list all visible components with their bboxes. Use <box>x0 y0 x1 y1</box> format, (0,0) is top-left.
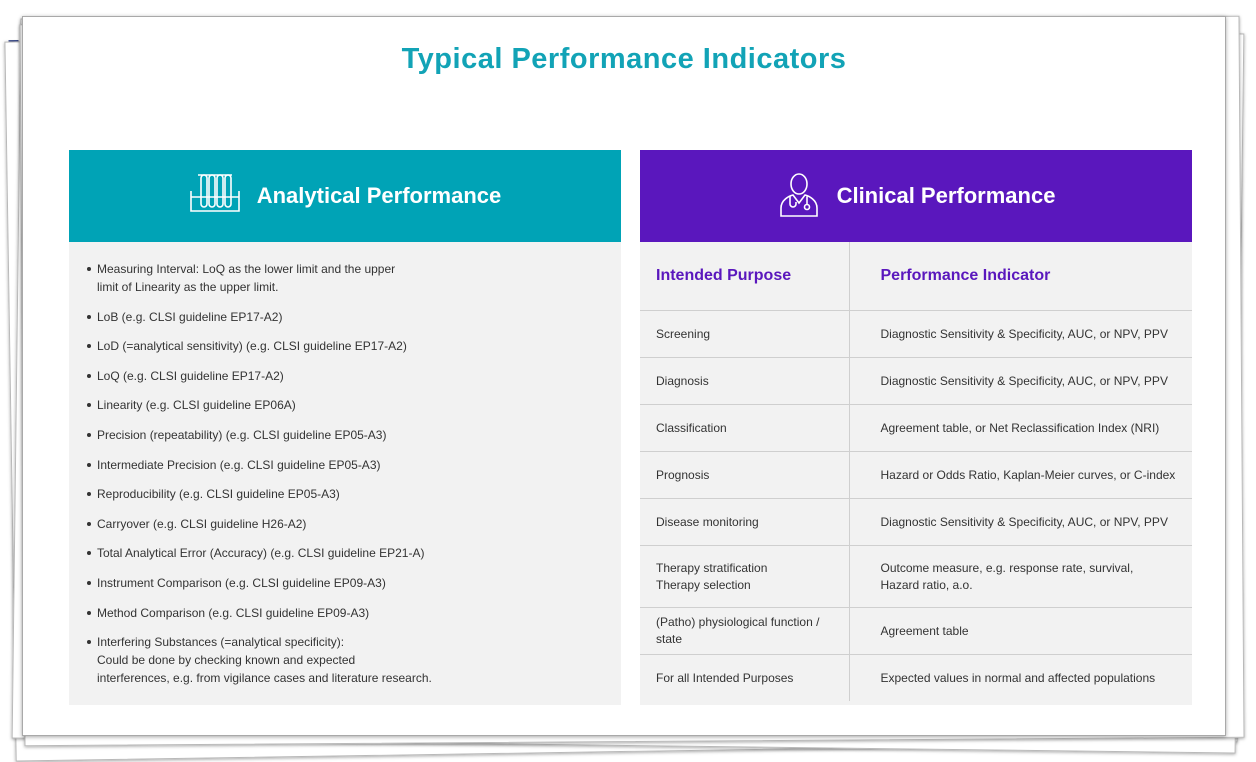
table-row: Therapy stratification Therapy selection O… <box>640 545 1192 608</box>
intended-purpose-cell: Disease monitoring <box>640 498 850 546</box>
clinical-performance-panel: Clinical Performance Intended Purpose Pe… <box>640 150 1192 705</box>
cell-text: Disease monitoring <box>656 514 759 529</box>
column-header-performance-indicator: Performance Indicator <box>848 242 1192 311</box>
cell-text: Screening <box>656 326 711 341</box>
cell-text: Diagnosis <box>656 373 709 388</box>
intended-purpose-cell: (Patho) physiological function / state <box>640 607 850 655</box>
analytical-performance-title: Analytical Performance <box>256 183 502 208</box>
table-row: Disease monitoring Diagnostic Sensitivity… <box>640 498 1192 546</box>
cell-text: Hazard ratio, a.o. <box>880 577 973 592</box>
cell-text: Classification <box>656 420 727 435</box>
analytical-performance-header: Analytical Performance <box>69 150 621 242</box>
cell-text: Agreement table <box>880 623 969 638</box>
intended-purpose-cell: For all Intended Purposes <box>640 654 850 701</box>
analytical-performance-panel: Analytical Performance Measuring Interva… <box>69 150 621 705</box>
intended-purpose-cell: Classification <box>640 404 850 452</box>
analytical-indicator-item: LoD (=analytical sensitivity) (e.g. CLSI… <box>87 337 621 355</box>
performance-indicator-cell: Diagnostic Sensitivity & Specificity, AU… <box>848 357 1192 405</box>
analytical-indicator-text: LoB (e.g. CLSI guideline EP17-A2) <box>97 309 283 324</box>
analytical-indicator-item: Reproducibility (e.g. CLSI guideline EP0… <box>87 485 621 503</box>
analytical-indicator-list: Measuring Interval: LoQ as the lower lim… <box>69 242 621 687</box>
analytical-indicator-text: Method Comparison (e.g. CLSI guideline E… <box>97 605 370 620</box>
cell-text: Therapy stratification <box>656 560 768 575</box>
clinical-indicator-table: Intended Purpose Performance Indicator S… <box>640 242 1192 701</box>
cell-text: Prognosis <box>656 467 710 482</box>
cell-text: Agreement table, or Net Reclassification… <box>880 420 1160 435</box>
analytical-indicator-text: Total Analytical Error (Accuracy) (e.g. … <box>97 546 425 561</box>
performance-indicator-cell: Expected values in normal and affected p… <box>848 654 1192 701</box>
analytical-indicator-text: Interfering Substances (=analytical spec… <box>97 635 345 650</box>
cell-text: Diagnostic Sensitivity & Specificity, AU… <box>880 326 1168 341</box>
analytical-indicator-item: Method Comparison (e.g. CLSI guideline E… <box>87 604 621 622</box>
analytical-indicator-item: Interfering Substances (=analytical spec… <box>87 633 621 687</box>
analytical-indicator-item: Measuring Interval: LoQ as the lower lim… <box>87 260 621 296</box>
analytical-indicator-text: limit of Linearity as the upper limit. <box>97 280 279 294</box>
doctor-icon <box>777 171 821 222</box>
table-row: Classification Agreement table, or Net Re… <box>640 404 1192 452</box>
performance-indicator-cell: Diagnostic Sensitivity & Specificity, AU… <box>848 498 1192 546</box>
analytical-indicator-item: LoB (e.g. CLSI guideline EP17-A2) <box>87 308 621 326</box>
analytical-indicator-text: Precision (repeatability) (e.g. CLSI gui… <box>97 427 387 442</box>
performance-indicator-cell: Outcome measure, e.g. response rate, sur… <box>848 545 1192 608</box>
analytical-indicator-text: LoD (=analytical sensitivity) (e.g. CLSI… <box>97 339 407 354</box>
analytical-indicator-item: Linearity (e.g. CLSI guideline EP06A) <box>87 396 621 414</box>
analytical-indicator-text: Reproducibility (e.g. CLSI guideline EP0… <box>97 487 340 502</box>
performance-indicator-cell: Hazard or Odds Ratio, Kaplan-Meier curve… <box>848 451 1192 499</box>
cell-text: (Patho) physiological function / state <box>656 615 820 646</box>
analytical-indicator-text: Could be done by checking known and expe… <box>97 653 356 668</box>
analytical-indicator-item: LoQ (e.g. CLSI guideline EP17-A2) <box>87 367 621 385</box>
intended-purpose-cell: Screening <box>640 310 850 358</box>
analytical-indicator-text: Carryover (e.g. CLSI guideline H26-A2) <box>97 516 307 531</box>
clinical-performance-title: Clinical Performance <box>836 183 1056 208</box>
cell-text: Therapy selection <box>656 577 751 592</box>
analytical-indicator-text: interferences, e.g. from vigilance cases… <box>97 671 432 686</box>
intended-purpose-cell: Diagnosis <box>640 357 850 405</box>
table-row: Diagnosis Diagnostic Sensitivity & Specif… <box>640 357 1192 405</box>
performance-indicator-cell: Diagnostic Sensitivity & Specificity, AU… <box>848 310 1192 358</box>
cell-text: Hazard or Odds Ratio, Kaplan-Meier curve… <box>880 467 1176 482</box>
analytical-indicator-item: Instrument Comparison (e.g. CLSI guideli… <box>87 574 621 592</box>
analytical-indicator-item: Total Analytical Error (Accuracy) (e.g. … <box>87 544 621 562</box>
analytical-indicator-item: Precision (repeatability) (e.g. CLSI gui… <box>87 426 621 444</box>
analytical-indicator-item: Carryover (e.g. CLSI guideline H26-A2) <box>87 515 621 533</box>
intended-purpose-cell: Prognosis <box>640 451 850 499</box>
test-tubes-icon <box>189 171 241 222</box>
slide: Typical Performance Indicators Analytica… <box>22 16 1226 736</box>
cell-text: Expected values in normal and affected p… <box>880 670 1156 685</box>
analytical-indicator-text: Linearity (e.g. CLSI guideline EP06A) <box>97 398 296 413</box>
slide-title: Typical Performance Indicators <box>401 43 847 75</box>
performance-indicator-cell: Agreement table <box>848 607 1192 655</box>
cell-text: Diagnostic Sensitivity & Specificity, AU… <box>880 514 1168 529</box>
analytical-indicator-item: Intermediate Precision (e.g. CLSI guidel… <box>87 456 621 474</box>
analytical-indicator-text: Measuring Interval: LoQ as the lower lim… <box>97 262 396 276</box>
cell-text: Outcome measure, e.g. response rate, sur… <box>880 560 1134 575</box>
analytical-indicator-text: LoQ (e.g. CLSI guideline EP17-A2) <box>97 368 284 383</box>
cell-text: For all Intended Purposes <box>656 670 794 685</box>
analytical-indicator-text: Intermediate Precision (e.g. CLSI guidel… <box>97 457 381 472</box>
table-row: For all Intended Purposes Expected values… <box>640 654 1192 701</box>
column-header-intended-purpose: Intended Purpose <box>640 242 850 311</box>
intended-purpose-cell: Therapy stratification Therapy selection <box>640 545 850 608</box>
table-row: Screening Diagnostic Sensitivity & Specif… <box>640 310 1192 358</box>
analytical-indicator-text: Instrument Comparison (e.g. CLSI guideli… <box>97 575 386 590</box>
clinical-performance-header: Clinical Performance <box>640 150 1192 242</box>
table-row: (Patho) physiological function / state Ag… <box>640 607 1192 655</box>
table-row: Prognosis Hazard or Odds Ratio, Kaplan-Me… <box>640 451 1192 499</box>
performance-indicator-cell: Agreement table, or Net Reclassification… <box>848 404 1192 452</box>
cell-text: Diagnostic Sensitivity & Specificity, AU… <box>880 373 1168 388</box>
